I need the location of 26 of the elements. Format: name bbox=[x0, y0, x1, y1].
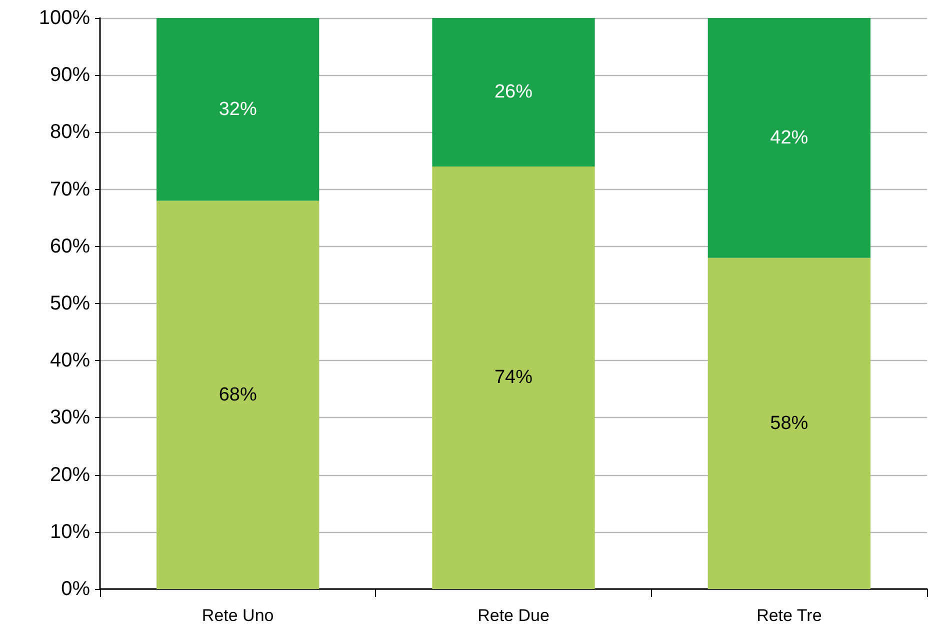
y-tick-label: 50% bbox=[50, 292, 90, 314]
bar bbox=[156, 18, 320, 201]
bar bbox=[708, 258, 870, 589]
y-tick-label: 20% bbox=[50, 464, 90, 486]
y-tick-label: 70% bbox=[50, 178, 90, 200]
y-tick-label: 90% bbox=[50, 64, 90, 86]
data-label: 26% bbox=[494, 82, 533, 103]
x-tick-label: Rete Uno bbox=[202, 606, 274, 625]
data-label: 58% bbox=[770, 412, 808, 434]
bar bbox=[432, 166, 595, 589]
y-tick-label: 10% bbox=[50, 520, 90, 543]
bar bbox=[156, 200, 320, 589]
x-tick-label: Rete Tre bbox=[756, 606, 822, 625]
y-tick-label: 100% bbox=[38, 7, 90, 29]
y-tick-label: 60% bbox=[50, 235, 90, 258]
bar bbox=[708, 18, 870, 258]
x-tick-label: Rete Due bbox=[478, 606, 550, 625]
bar bbox=[432, 18, 595, 166]
y-tick-label: 30% bbox=[50, 406, 90, 429]
data-label: 74% bbox=[494, 367, 533, 388]
y-tick-label: 0% bbox=[61, 578, 90, 600]
y-tick-label: 40% bbox=[50, 350, 90, 372]
data-label: 32% bbox=[218, 98, 257, 120]
data-label: 68% bbox=[218, 384, 257, 406]
data-label: 42% bbox=[770, 127, 808, 148]
y-tick-label: 80% bbox=[50, 121, 90, 144]
